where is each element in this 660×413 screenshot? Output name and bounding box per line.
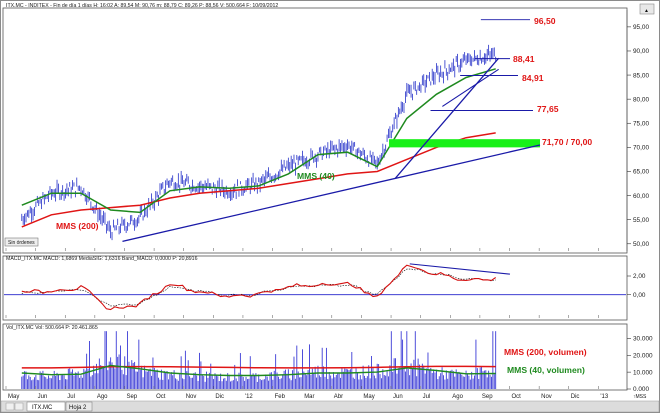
macd-layer <box>4 263 626 311</box>
x-tick-label: Jul <box>67 394 75 400</box>
x-tick-label: May <box>8 394 19 400</box>
macd-panel-header: MACD_ITX.MC MACD: 1,6869 MediaSIG: 1,631… <box>6 256 198 262</box>
x-tick-label: Sep <box>482 394 493 400</box>
tab-itx-mc[interactable] <box>26 401 66 412</box>
corner-label: ↑MSS <box>633 394 647 400</box>
tab-itx-mc-label: ITX.MC <box>32 405 53 411</box>
short-trend-line <box>394 57 500 180</box>
price-panel-header: ITX.MC - INDITEX - Fin de día 1 días H: … <box>6 3 278 9</box>
vol-mms40-label: MMS (40, volumen) <box>507 365 585 375</box>
level-label-77-65: 77,65 <box>537 104 559 114</box>
macd-trend-line <box>409 263 511 275</box>
mms200-label: MMS (200) <box>56 221 99 231</box>
x-tick-label: Sep <box>126 394 137 400</box>
x-tick-label: Jun <box>393 394 403 400</box>
inner-trend-line <box>442 68 499 107</box>
chevron-up-icon: ▲ <box>644 8 649 14</box>
volume-layer <box>21 331 497 389</box>
volume-y-tick-label: 10.000 <box>633 369 653 376</box>
x-tick-label: Oct <box>156 394 166 400</box>
level-label-88-41: 88,41 <box>513 54 535 64</box>
x-tick-label: Oct <box>512 394 522 400</box>
x-tick-label: Ago <box>97 394 108 400</box>
x-tick-label: Mar <box>304 394 314 400</box>
price-layer <box>21 19 541 242</box>
axis-layer: 50,00 55,00 60,00 65,00 70,00 75,00 80,00 85,00… <box>5 10 653 400</box>
tab-hoja-2[interactable] <box>65 401 93 412</box>
sin-ordenes-label: Sin órdenes <box>8 240 35 246</box>
x-tick-label: Dic <box>215 394 224 400</box>
macd-y-tick-label: 0,00 <box>633 292 646 299</box>
x-tick-label: '12 <box>245 394 253 400</box>
support-zone-label: 71,70 / 70,00 <box>542 137 592 147</box>
macd-y-tick-label: 2,00 <box>633 273 646 280</box>
price-y-tick-label: 90,00 <box>633 48 649 55</box>
price-y-tick-label: 70,00 <box>633 145 649 152</box>
x-tick-label: '13 <box>600 394 608 400</box>
level-label-84-91: 84,91 <box>522 73 544 83</box>
sheet-tab-bar <box>0 400 660 413</box>
volume-panel-header: Vol_ITX.MC Vol: 500.664 P: 20.461.865 <box>6 325 98 331</box>
price-y-tick-label: 85,00 <box>633 72 649 79</box>
price-y-tick-label: 50,00 <box>633 241 649 248</box>
price-y-tick-label: 80,00 <box>633 96 649 103</box>
level-label-96-50: 96,50 <box>534 16 556 26</box>
tab-scroll-right-button[interactable] <box>14 402 24 411</box>
x-tick-label: Ago <box>452 394 463 400</box>
volume-y-tick-label: 20.000 <box>633 352 653 359</box>
price-y-tick-label: 60,00 <box>633 193 649 200</box>
mms40-label: MMS (40) <box>297 171 335 181</box>
x-tick-label: Jun <box>38 394 48 400</box>
x-tick-label: Nov <box>186 394 197 400</box>
macd-panel <box>2 255 628 321</box>
mms40-line <box>21 68 496 214</box>
tab-scroll-left-button[interactable] <box>5 402 15 411</box>
x-tick-label: Feb <box>275 394 286 400</box>
tab-hoja-2-label: Hoja 2 <box>69 405 87 411</box>
mms200-line <box>21 132 496 228</box>
price-panel <box>2 7 628 254</box>
support-zone <box>389 139 540 148</box>
macd-line <box>21 264 497 311</box>
scroll-up-button[interactable] <box>639 3 655 15</box>
price-y-tick-label: 55,00 <box>633 217 649 224</box>
x-tick-label: Abr <box>334 394 343 400</box>
x-tick-label: May <box>363 394 374 400</box>
long-trend-line <box>122 144 541 242</box>
sin-ordenes-button[interactable] <box>4 237 39 247</box>
x-tick-label: Jul <box>423 394 431 400</box>
vol-mms40-line <box>21 364 496 377</box>
price-y-tick-label: 95,00 <box>633 24 649 31</box>
x-tick-label: Dic <box>571 394 580 400</box>
price-y-tick-label: 75,00 <box>633 120 649 127</box>
vol-mms200-label: MMS (200, volumen) <box>504 347 587 357</box>
x-tick-label: Nov <box>541 394 552 400</box>
volume-y-tick-label: 0.000 <box>633 386 649 393</box>
price-y-tick-label: 65,00 <box>633 169 649 176</box>
vol-mms200-line <box>21 365 496 369</box>
volume-y-tick-label: 30.000 <box>633 336 653 343</box>
